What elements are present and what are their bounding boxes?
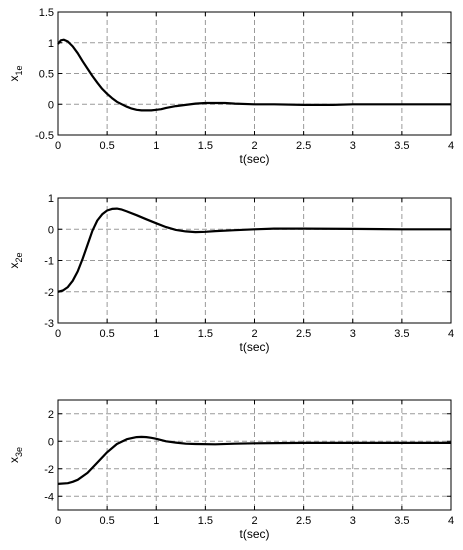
series-line	[57, 38, 451, 112]
x-tick-label: 2	[251, 515, 257, 527]
x-tick-label: 3.5	[394, 515, 409, 527]
y-axis-label-base: x	[7, 263, 21, 269]
y-tick-label: -3	[44, 318, 54, 330]
x-tick-label: 2.5	[296, 140, 311, 152]
y-axis-label-subscript: 3e	[14, 447, 24, 457]
x-tick-label: 4	[448, 515, 454, 527]
y-tick-label: 0	[48, 224, 54, 236]
y-tick-label: -1	[44, 256, 54, 268]
x-tick-label: 3.5	[394, 328, 409, 340]
x-tick-label: 2	[251, 328, 257, 340]
y-axis-label-base: x	[7, 76, 21, 82]
x-tick-label: 0.5	[99, 140, 114, 152]
y-tick-label: 2	[48, 409, 54, 421]
y-tick-label: -0.5	[35, 130, 54, 142]
x-axis-label: t(sec)	[240, 527, 270, 541]
y-tick-label: -2	[44, 464, 54, 476]
y-tick-label: 1	[48, 193, 54, 205]
y-tick-label: -2	[44, 287, 54, 299]
x-tick-label: 0.5	[99, 515, 114, 527]
y-tick-label: -4	[44, 491, 54, 503]
y-tick-label: 1	[48, 38, 54, 50]
y-axis-label-base: x	[7, 457, 21, 463]
x-tick-label: 2.5	[296, 515, 311, 527]
series-line	[57, 435, 451, 485]
x-tick-label: 3	[350, 328, 356, 340]
y-tick-label: 1.5	[39, 7, 54, 19]
x-tick-label: 0	[55, 515, 61, 527]
y-axis-label: x1e	[7, 65, 24, 81]
x-tick-label: 3.5	[394, 140, 409, 152]
x-tick-label: 3	[350, 140, 356, 152]
y-axis-label: x3e	[7, 447, 24, 463]
x-tick-label: 1	[153, 140, 159, 152]
x-tick-label: 0.5	[99, 328, 114, 340]
y-axis-label-subscript: 1e	[14, 65, 24, 75]
x-tick-label: 2	[251, 140, 257, 152]
x-tick-label: 0	[55, 140, 61, 152]
x-axis-label: t(sec)	[240, 152, 270, 166]
y-tick-label: 0.5	[39, 69, 54, 81]
x-tick-label: 0	[55, 328, 61, 340]
x-tick-label: 1.5	[198, 515, 213, 527]
x-tick-label: 4	[448, 140, 454, 152]
y-tick-label: 0	[48, 99, 54, 111]
x-tick-label: 1	[153, 328, 159, 340]
x-tick-label: 3	[350, 515, 356, 527]
chart-panel-2: 0 0.5 1 1.5 2 2.5 3 3.5 4 -3 -2 -1 0 1 t(sec) x2e	[7, 193, 454, 354]
y-axis-label-subscript: 2e	[14, 252, 24, 262]
x-tick-label: 1.5	[198, 140, 213, 152]
x-tick-label: 1	[153, 515, 159, 527]
y-axis-label: x2e	[7, 252, 24, 268]
x-axis-label: t(sec)	[240, 340, 270, 354]
chart-panel-1: 0 0.5 1 1.5 2 2.5 3 3.5 4-0.500.511.5t(sec)x1e	[7, 7, 454, 166]
x-tick-label: 4	[448, 328, 454, 340]
y-tick-label: 0	[48, 436, 54, 448]
series-line	[57, 207, 451, 293]
x-tick-label: 2.5	[296, 328, 311, 340]
x-tick-label: 1.5	[198, 328, 213, 340]
